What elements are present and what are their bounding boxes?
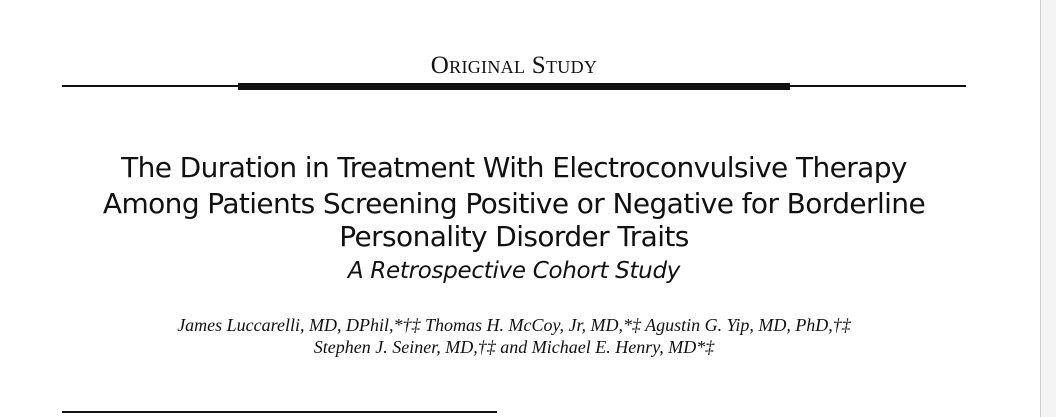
rule: [62, 411, 497, 413]
section-label: Original Study: [430, 52, 598, 79]
title: The Duration in Treatment With Electroco…: [0, 150, 1028, 255]
author-line: James Luccarelli, MD, DPhil,*†‡ Thomas H…: [177, 315, 851, 335]
subtitle: A Retrospective Cohort Study: [347, 258, 681, 284]
title-line: Among Patients Screening Positive or Neg…: [102, 187, 926, 220]
rule-bar: [238, 83, 790, 90]
scrollbar[interactable]: [1040, 0, 1056, 417]
title-line: Personality Disorder Traits: [339, 220, 689, 253]
author-line: Stephen J. Seiner, MD,†‡ and Michael E. …: [313, 337, 715, 357]
title-line: The Duration in Treatment With Electroco…: [121, 151, 907, 184]
authors: James Luccarelli, MD, DPhil,*†‡ Thomas H…: [0, 314, 1028, 358]
